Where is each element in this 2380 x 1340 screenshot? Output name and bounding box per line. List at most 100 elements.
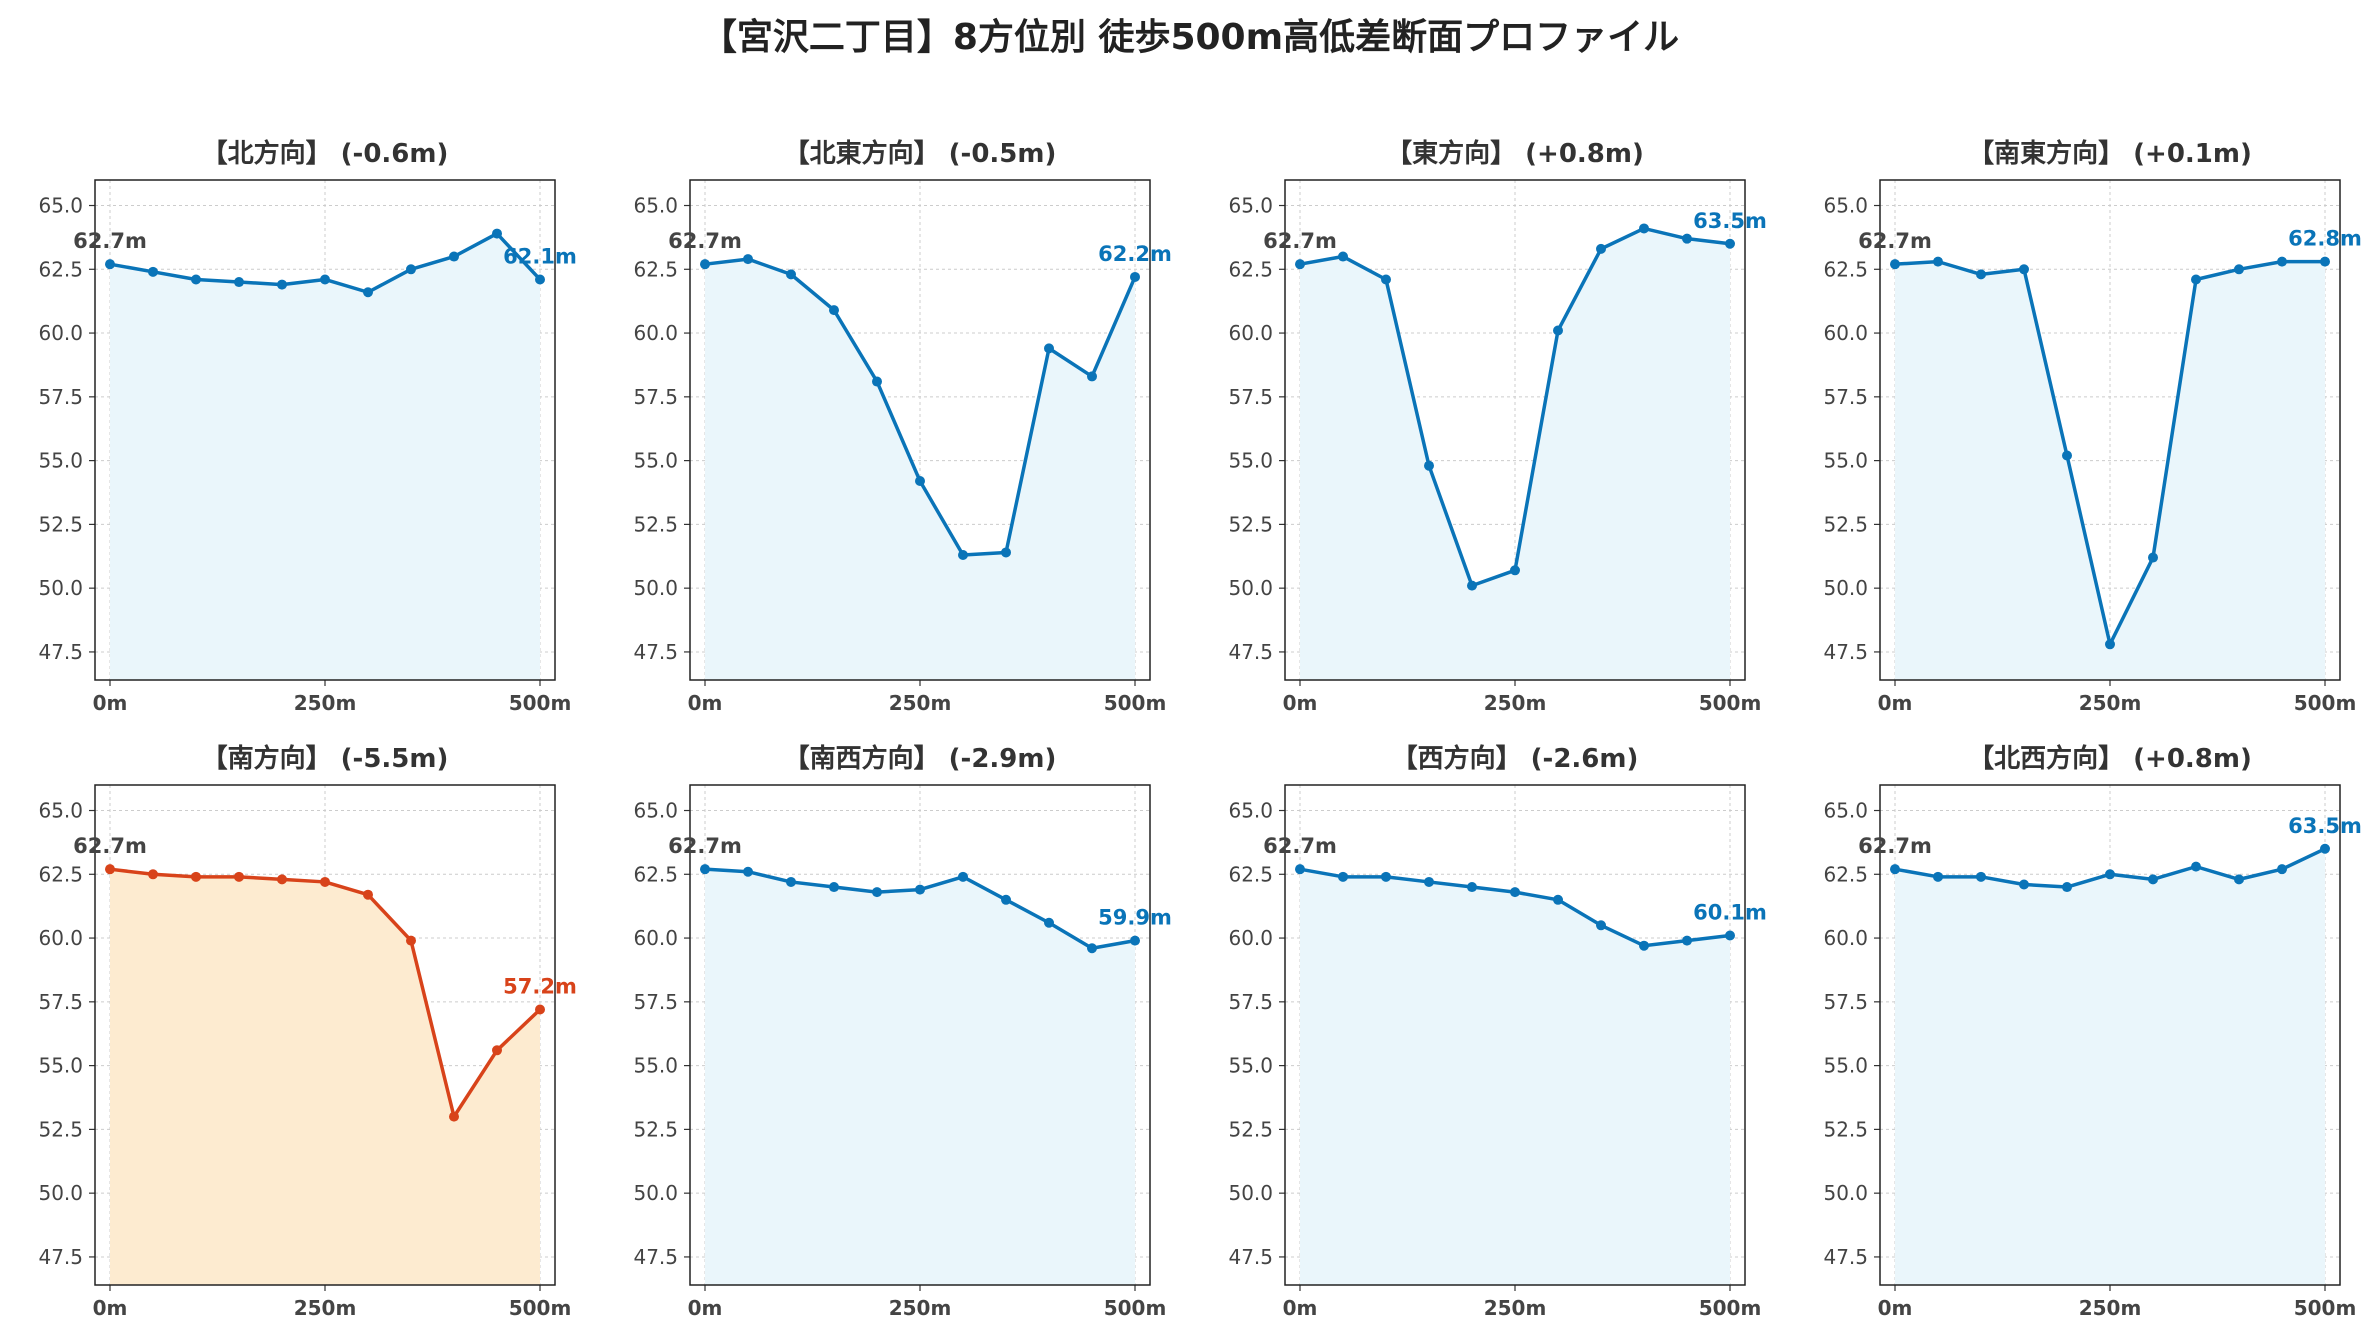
data-point — [1596, 920, 1606, 931]
x-tick-label: 250m — [294, 691, 357, 715]
data-point — [1130, 935, 1140, 946]
data-point — [1381, 871, 1391, 882]
panel-title: 【北方向】 (-0.6m) — [202, 138, 449, 169]
y-tick-label: 47.5 — [1823, 1245, 1868, 1269]
data-point — [1682, 935, 1692, 946]
x-tick-label: 0m — [93, 691, 128, 715]
data-point — [786, 269, 796, 280]
data-point — [2019, 264, 2029, 275]
x-tick-label: 250m — [2079, 1296, 2142, 1320]
y-tick-label: 65.0 — [1823, 799, 1868, 823]
panel-title: 【南方向】 (-5.5m) — [202, 743, 449, 774]
y-tick-label: 62.5 — [633, 862, 678, 886]
start-elevation-label: 62.7m — [73, 229, 147, 253]
data-point — [363, 889, 373, 900]
profile-chart-panel: 【南方向】 (-5.5m) 47.5 50.0 52.5 55.0 57.5 60.0 62.… — [0, 725, 580, 1325]
data-point — [872, 887, 882, 898]
data-point — [320, 876, 330, 887]
profile-chart-svg: 【南方向】 (-5.5m) 47.5 50.0 52.5 55.0 57.5 60.0 62.… — [38, 743, 577, 1320]
data-point — [2234, 874, 2244, 885]
area-fill — [1300, 869, 1730, 1285]
data-point — [2019, 879, 2029, 890]
data-point — [829, 882, 839, 893]
x-tick-label: 500m — [2294, 1296, 2357, 1320]
data-point — [1976, 269, 1986, 280]
data-point — [1295, 259, 1305, 270]
y-tick-label: 47.5 — [633, 1245, 678, 1269]
y-tick-label: 52.5 — [38, 512, 83, 536]
x-tick-label: 250m — [2079, 691, 2142, 715]
y-tick-label: 57.5 — [1823, 385, 1868, 409]
data-point — [700, 259, 710, 270]
data-point — [1725, 238, 1735, 249]
y-tick-label: 62.5 — [1228, 862, 1273, 886]
data-point — [958, 871, 968, 882]
y-tick-label: 52.5 — [1228, 1117, 1273, 1141]
data-point — [915, 476, 925, 487]
y-tick-label: 50.0 — [633, 576, 678, 600]
data-point — [1596, 243, 1606, 254]
panel-title: 【南西方向】 (-2.9m) — [784, 743, 1057, 774]
start-elevation-label: 62.7m — [1263, 834, 1337, 858]
end-elevation-label: 62.1m — [503, 244, 577, 268]
area-fill — [705, 869, 1135, 1285]
y-tick-label: 55.0 — [1823, 449, 1868, 473]
y-tick-label: 52.5 — [633, 512, 678, 536]
x-tick-label: 250m — [889, 691, 952, 715]
y-tick-label: 50.0 — [38, 1181, 83, 1205]
x-tick-label: 0m — [93, 1296, 128, 1320]
data-point — [2277, 256, 2287, 267]
data-point — [363, 287, 373, 298]
data-point — [872, 376, 882, 387]
data-point — [786, 876, 796, 887]
plot-frame — [689, 784, 1151, 1286]
data-point — [406, 264, 416, 275]
area-fill — [1300, 228, 1730, 680]
x-tick-label: 0m — [1283, 1296, 1318, 1320]
data-point — [1001, 894, 1011, 905]
y-tick-label: 60.0 — [38, 321, 83, 345]
data-point — [2062, 882, 2072, 893]
panel-title: 【西方向】 (-2.6m) — [1392, 743, 1639, 774]
data-point — [2277, 864, 2287, 875]
start-elevation-label: 62.7m — [1263, 229, 1337, 253]
profile-chart-svg: 【北方向】 (-0.6m) 47.5 50.0 52.5 55.0 57.5 60.0 62.… — [38, 138, 577, 715]
data-point — [1553, 325, 1563, 336]
x-tick-label: 250m — [1484, 1296, 1547, 1320]
y-tick-label: 62.5 — [38, 862, 83, 886]
x-tick-label: 500m — [1104, 691, 1167, 715]
x-tick-label: 0m — [1283, 691, 1318, 715]
y-tick-label: 55.0 — [633, 449, 678, 473]
data-point — [1087, 943, 1097, 954]
profile-chart-panel: 【北東方向】 (-0.5m) 47.5 50.0 52.5 55.0 57.5 60.0 62… — [595, 120, 1175, 720]
plot-frame — [1879, 784, 2341, 1286]
y-tick-label: 57.5 — [633, 990, 678, 1014]
x-tick-label: 250m — [889, 1296, 952, 1320]
y-tick-label: 60.0 — [633, 321, 678, 345]
data-point — [1467, 882, 1477, 893]
plot-frame — [94, 784, 556, 1286]
start-elevation-label: 62.7m — [1858, 229, 1932, 253]
y-tick-label: 60.0 — [1228, 926, 1273, 950]
y-tick-label: 47.5 — [38, 1245, 83, 1269]
end-elevation-label: 59.9m — [1098, 906, 1172, 930]
data-point — [2320, 256, 2330, 267]
y-tick-label: 57.5 — [633, 385, 678, 409]
plot-frame — [689, 179, 1151, 681]
data-point — [277, 874, 287, 885]
data-point — [449, 251, 459, 262]
data-point — [2148, 874, 2158, 885]
x-tick-label: 500m — [1699, 1296, 1762, 1320]
y-tick-label: 60.0 — [1823, 926, 1868, 950]
start-elevation-label: 62.7m — [1858, 834, 1932, 858]
profile-chart-svg: 【北東方向】 (-0.5m) 47.5 50.0 52.5 55.0 57.5 60.0 62… — [633, 138, 1171, 715]
y-tick-label: 62.5 — [633, 257, 678, 281]
data-point — [915, 884, 925, 895]
y-tick-label: 50.0 — [633, 1181, 678, 1205]
data-point — [406, 935, 416, 946]
data-point — [492, 228, 502, 239]
area-fill — [1895, 848, 2325, 1285]
y-tick-label: 47.5 — [633, 640, 678, 664]
y-tick-label: 47.5 — [38, 640, 83, 664]
end-elevation-label: 57.2m — [503, 974, 577, 998]
